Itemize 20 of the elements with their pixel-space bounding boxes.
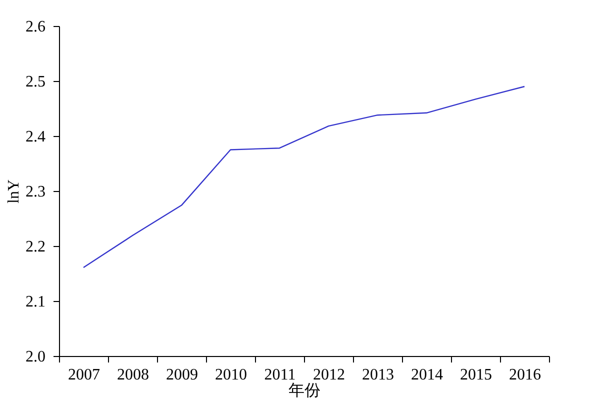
x-tick-label: 2013 [362, 366, 394, 384]
y-tick-label: 2.4 [26, 128, 46, 146]
x-tick-label: 2016 [509, 366, 541, 384]
x-tick-label: 2014 [411, 366, 443, 384]
y-tick-label: 2.2 [26, 238, 46, 256]
y-tick-label: 2.3 [26, 184, 46, 200]
y-tick-label: 2.5 [26, 74, 46, 90]
x-tick-label: 2007 [68, 366, 100, 384]
x-axis-title: 年份 [288, 382, 320, 400]
x-tick-label: 2010 [215, 366, 247, 384]
y-axis-title: lnY [6, 179, 22, 204]
line-series [82, 86, 526, 268]
x-tick-label: 2009 [166, 366, 198, 384]
x-tick-label: 2015 [460, 366, 492, 384]
x-tick-label: 2008 [117, 366, 149, 384]
x-tick-label: 2011 [264, 366, 296, 384]
y-tick-label: 2.6 [26, 18, 46, 36]
x-tick-label: 2012 [313, 366, 345, 384]
y-tick-label: 2.1 [26, 294, 46, 310]
y-tick-label: 2.0 [26, 348, 46, 366]
